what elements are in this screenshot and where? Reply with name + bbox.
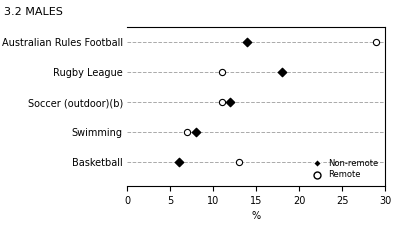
X-axis label: %: % <box>252 211 260 221</box>
Remote <box>236 160 242 164</box>
Non-remote <box>175 160 182 164</box>
Remote <box>218 70 225 74</box>
Legend: Non-remote, Remote: Non-remote, Remote <box>306 156 381 182</box>
Remote <box>218 100 225 104</box>
Non-remote <box>244 40 251 44</box>
Remote <box>184 130 191 134</box>
Non-remote <box>279 70 285 74</box>
Non-remote <box>227 100 233 104</box>
Remote <box>373 40 380 44</box>
Text: 3.2 MALES: 3.2 MALES <box>4 7 63 17</box>
Non-remote <box>193 130 199 134</box>
